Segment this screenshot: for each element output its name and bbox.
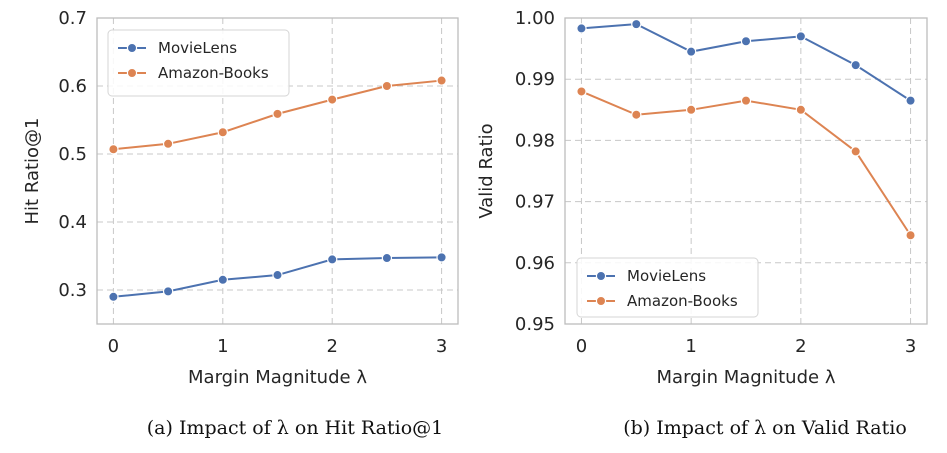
legend-swatch-marker [595,270,607,282]
legend: MovieLens Amazon-Books [576,257,759,318]
legend-label: Amazon-Books [158,64,269,82]
y-tick-label: 0.4 [58,212,87,233]
legend-box [107,29,290,97]
legend-label: MovieLens [627,267,706,285]
data-point [740,36,752,47]
x-tick-label: 0 [576,336,587,357]
data-point [740,95,752,106]
y-tick-label: 0.97 [515,192,555,213]
data-point [381,252,393,264]
x-tick-label: 3 [436,336,447,357]
data-point [108,144,119,155]
data-point [272,269,283,281]
data-point [217,274,229,285]
data-point [905,95,916,106]
legend-label: Amazon-Books [627,292,738,310]
data-point [436,75,447,86]
chart-valid-ratio: 0 1 2 3 0.95 0.96 0.97 0.98 0.99 1.00 Margin Magn… [476,8,928,439]
y-tick-label: 0.95 [515,314,555,335]
data-point [850,59,861,71]
x-tick-label: 2 [795,336,806,357]
x-tick-label: 2 [326,336,337,357]
x-tick-label: 1 [685,336,696,357]
data-point [685,46,697,57]
y-tick-label: 0.6 [58,76,87,97]
data-point [436,252,447,263]
data-point [326,94,338,105]
caption: (b) Impact of λ on Valid Ratio [623,417,907,439]
series-line [581,90,912,236]
legend-label: MovieLens [158,39,237,57]
data-point [381,80,393,92]
y-tick-label: 0.99 [515,69,555,90]
x-tick-label: 1 [217,336,228,357]
legend: MovieLens Amazon-Books [107,29,290,97]
y-tick-label: 0.96 [515,253,555,274]
data-point [795,104,807,116]
data-point [272,108,283,120]
data-point [326,254,338,265]
data-point [631,109,642,120]
y-axis-label: Hit Ratio@1 [22,118,43,225]
x-tick-label: 3 [905,336,916,357]
y-tick-label: 0.7 [58,8,87,29]
x-tick-label: 0 [108,336,119,357]
data-point [576,23,587,34]
data-point [108,291,119,302]
legend-swatch-marker [126,67,138,79]
y-tick-label: 0.5 [58,144,87,165]
x-axis-label: Margin Magnitude λ [188,367,367,388]
series-line [581,23,912,102]
y-tick-label: 0.98 [515,130,555,151]
data-point [576,86,587,97]
y-tick-label: 1.00 [515,8,555,29]
chart-hit-ratio: 0 1 2 3 0.3 0.4 0.5 0.6 0.7 Margin Magnitude λ H… [22,8,459,439]
legend-swatch-marker [595,295,607,307]
data-point [162,138,174,149]
x-axis-label: Margin Magnitude λ [657,367,836,388]
legend-box [576,257,759,318]
y-tick-label: 0.3 [58,280,87,301]
data-point [217,127,229,138]
caption: (a) Impact of λ on Hit Ratio@1 [147,417,443,439]
data-point [162,286,174,297]
data-point [850,146,861,157]
y-axis-label: Valid Ratio [476,123,497,218]
plot-frame [96,17,459,325]
data-point [795,31,807,42]
data-point [685,104,697,116]
legend-swatch-marker [126,42,138,54]
data-point [631,18,642,30]
data-point [905,230,916,241]
plot-frame [564,17,928,325]
